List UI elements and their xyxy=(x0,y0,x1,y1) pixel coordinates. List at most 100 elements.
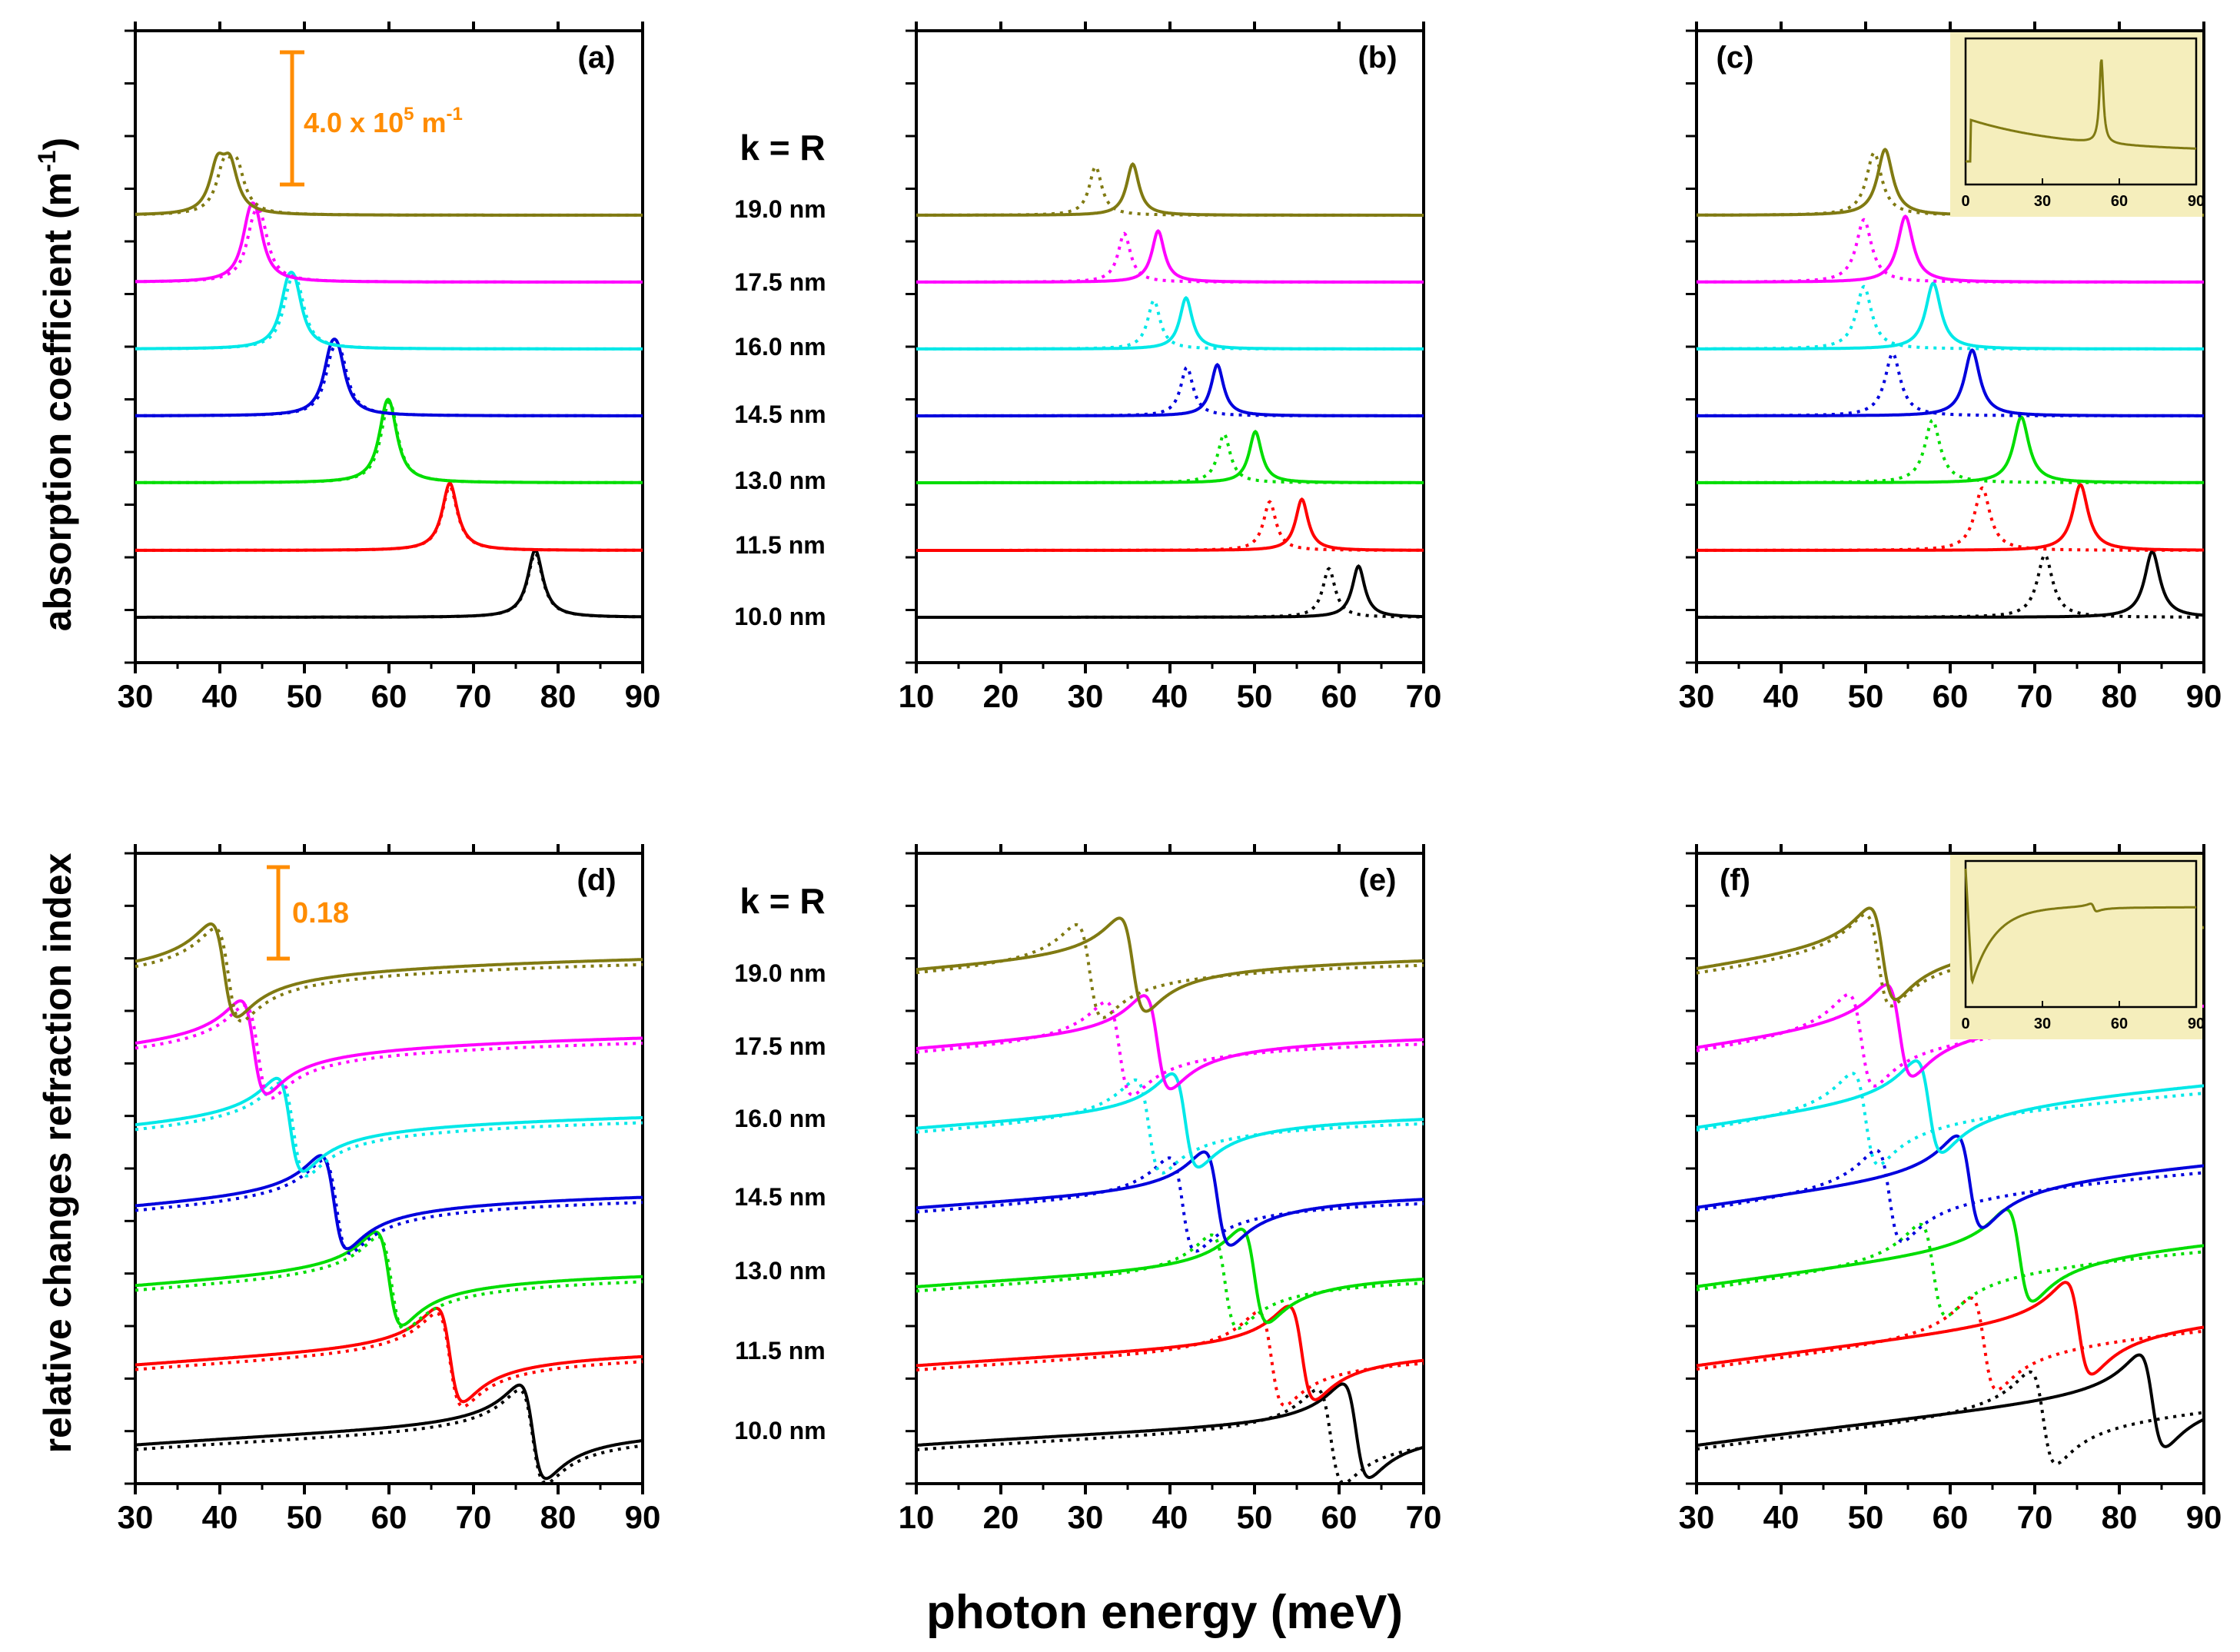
inset-tick-label: 90 xyxy=(2188,193,2205,210)
series-solid-10-0-nm xyxy=(1697,550,2205,619)
x-tick-label: 90 xyxy=(625,678,661,714)
x-tick-label: 20 xyxy=(983,1499,1019,1535)
x-tick-label: 30 xyxy=(1068,678,1104,714)
scalebar-absorption-label: 4.0 x 105 m-1 xyxy=(304,104,463,138)
x-tick-label: 80 xyxy=(2102,678,2138,714)
radius-label: 17.5 nm xyxy=(734,268,826,296)
radius-label: 10.0 nm xyxy=(734,1417,826,1444)
x-tick-label: 70 xyxy=(2017,1499,2053,1535)
series-dotted-19-0-nm xyxy=(135,155,643,217)
x-tick-label: 40 xyxy=(1152,678,1188,714)
plot-frame xyxy=(915,29,1425,664)
xlabel: photon energy (meV) xyxy=(926,1586,1403,1639)
x-tick-label: 90 xyxy=(625,1499,661,1535)
series-solid-11-5-nm xyxy=(916,497,1424,552)
series-solid-13-0-nm xyxy=(916,1227,1424,1325)
series-dotted-13-0-nm xyxy=(916,432,1424,484)
radius-labels-top: 19.0 nm 17.5 nm 16.0 nm 14.5 nm 13.0 nm … xyxy=(734,195,826,630)
series-solid-17-5-nm xyxy=(135,201,643,284)
series-solid-16-0-nm xyxy=(916,1072,1424,1169)
series-dotted-16-0-nm xyxy=(135,274,643,351)
series-dotted-17-5-nm xyxy=(916,1000,1424,1097)
inset-curve xyxy=(1964,868,2196,986)
radius-label: 13.0 nm xyxy=(734,1257,826,1285)
x-tick-label: 30 xyxy=(118,678,154,714)
series-solid-16-0-nm xyxy=(135,1076,643,1173)
x-tick-label: 30 xyxy=(1068,1499,1104,1535)
series-solid-10-0-nm xyxy=(916,1382,1424,1480)
series-solid-19-0-nm xyxy=(916,162,1424,217)
panel-a: 30 40 50 60 70 80 90 (a) xyxy=(118,22,661,714)
x-tick-label: 70 xyxy=(1406,1499,1442,1535)
inset-curve xyxy=(1966,59,2197,163)
x-tick-label: 50 xyxy=(1848,1499,1884,1535)
series-solid-17-5-nm xyxy=(916,994,1424,1091)
radius-label: 13.0 nm xyxy=(734,467,826,494)
scalebar-absorption: 4.0 x 105 m-1 xyxy=(280,50,463,187)
series-solid-13-0-nm xyxy=(1696,1208,2205,1303)
series-dotted-11-5-nm xyxy=(135,1311,643,1408)
series-solid-14-5-nm xyxy=(1696,1134,2205,1229)
series-dotted-10-0-nm xyxy=(916,567,1424,619)
series-solid-13-0-nm xyxy=(916,430,1424,484)
x-tick-label: 40 xyxy=(202,678,238,714)
x-tick-label: 50 xyxy=(287,1499,323,1535)
series-solid-13-0-nm xyxy=(135,397,643,484)
x-tick-label: 60 xyxy=(371,1499,407,1535)
x-tick-label: 50 xyxy=(1237,678,1273,714)
inset-tick-label: 30 xyxy=(2034,193,2051,210)
ylabel-absorption: absorption coefficient (m-1) xyxy=(33,138,79,631)
radius-labels-bottom: 19.0 nm 17.5 nm 16.0 nm 14.5 nm 13.0 nm … xyxy=(734,959,826,1444)
x-tick-label: 70 xyxy=(456,678,492,714)
x-tick-label: 80 xyxy=(540,678,577,714)
inset-tick-label: 90 xyxy=(2188,1015,2205,1032)
inset-background xyxy=(1950,855,2202,1039)
series-dotted-10-0-nm xyxy=(135,1388,643,1484)
series-solid-11-5-nm xyxy=(135,1306,643,1404)
series-dotted-11-5-nm xyxy=(1696,1296,2205,1391)
x-tick-label: 30 xyxy=(118,1499,154,1535)
x-tick-label: 90 xyxy=(2186,678,2222,714)
series-solid-10-0-nm xyxy=(916,564,1424,619)
plot-frame xyxy=(134,852,644,1485)
x-tick-label: 80 xyxy=(2102,1499,2138,1535)
radius-label: 16.0 nm xyxy=(734,333,826,361)
series-solid-16-0-nm xyxy=(916,296,1424,351)
radius-label: 10.0 nm xyxy=(734,603,826,630)
inset-tick-label: 0 xyxy=(1961,193,1969,210)
radius-label: 11.5 nm xyxy=(735,531,825,559)
series-dotted-19-0-nm xyxy=(916,165,1424,217)
radius-label: 19.0 nm xyxy=(734,959,826,987)
series-solid-11-5-nm xyxy=(135,481,643,552)
series-dotted-19-0-nm xyxy=(916,922,1424,1019)
series-solid-17-5-nm xyxy=(135,999,643,1095)
series-solid-14-5-nm xyxy=(1697,348,2204,417)
panel-f: 30 40 50 60 70 80 90 (f) 0 30 60 90 xyxy=(1679,844,2222,1535)
panel-d: 30 40 50 60 70 80 90 (d) xyxy=(118,844,661,1535)
panel-c: 30 40 50 60 70 80 90 (c) 0 30 60 90 xyxy=(1679,22,2222,714)
x-tick-label: 30 xyxy=(1679,678,1715,714)
x-tick-label: 60 xyxy=(1321,1499,1358,1535)
x-tick-label: 70 xyxy=(456,1499,492,1535)
series-solid-10-0-nm xyxy=(135,548,643,619)
x-tick-label: 40 xyxy=(1152,1499,1188,1535)
series-solid-19-0-nm xyxy=(135,922,643,1019)
inset-background xyxy=(1950,32,2202,217)
series-dotted-10-0-nm xyxy=(1696,1370,2205,1466)
series-dotted-14-5-nm xyxy=(135,1158,643,1255)
series-solid-11-5-nm xyxy=(1697,483,2204,552)
x-tick-label: 70 xyxy=(1406,678,1442,714)
series-dotted-17-5-nm xyxy=(1696,218,2204,284)
series-dotted-13-0-nm xyxy=(1697,418,2204,484)
inset-frame xyxy=(1964,859,2198,1009)
panels: 30 40 50 60 70 80 90 (a) 10 20 30 40 50 60 70 (b) 30 40 50… xyxy=(118,22,2222,1535)
series-solid-14-5-nm xyxy=(916,1150,1424,1247)
series-solid-14-5-nm xyxy=(135,337,643,417)
inset-tick-label: 30 xyxy=(2034,1015,2051,1032)
scalebar-refraction-label: 0.18 xyxy=(292,897,349,929)
series-dotted-14-5-nm xyxy=(916,1156,1424,1253)
x-tick-label: 40 xyxy=(1763,678,1800,714)
series-solid-16-0-nm xyxy=(1697,281,2204,351)
x-tick-label: 60 xyxy=(1321,678,1358,714)
